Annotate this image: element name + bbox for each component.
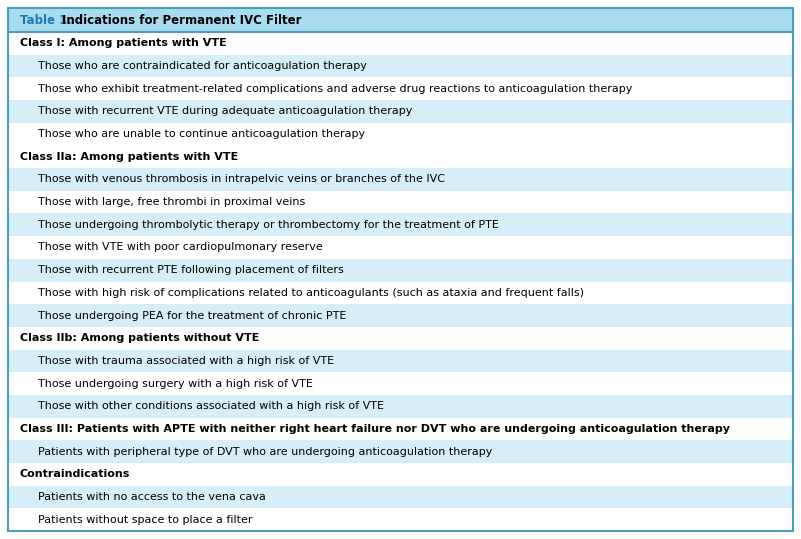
Text: Those with VTE with poor cardiopulmonary reserve: Those with VTE with poor cardiopulmonary… [38,243,323,252]
Bar [8,418,793,440]
Bar [8,168,793,191]
Bar [8,281,793,304]
Bar [8,146,793,168]
Bar [8,100,793,123]
Bar [8,54,793,78]
Text: Patients with no access to the vena cava: Patients with no access to the vena cava [38,492,266,502]
Bar [8,259,793,281]
Text: Those with other conditions associated with a high risk of VTE: Those with other conditions associated w… [38,401,384,411]
Bar [8,440,793,463]
Bar [8,327,793,350]
Text: Those who are unable to continue anticoagulation therapy: Those who are unable to continue anticoa… [38,129,365,139]
Bar [8,304,793,327]
Text: Class III: Patients with APTE with neither right heart failure nor DVT who are u: Class III: Patients with APTE with neith… [20,424,730,434]
Text: Those who exhibit treatment-related complications and adverse drug reactions to : Those who exhibit treatment-related comp… [38,84,632,94]
Text: Those undergoing surgery with a high risk of VTE: Those undergoing surgery with a high ris… [38,378,313,389]
Text: Class I: Among patients with VTE: Class I: Among patients with VTE [20,38,227,49]
Text: Those who are contraindicated for anticoagulation therapy: Those who are contraindicated for antico… [38,61,367,71]
Text: Those with high risk of complications related to anticoagulants (such as ataxia : Those with high risk of complications re… [38,288,584,298]
Text: Those with venous thrombosis in intrapelvic veins or branches of the IVC: Those with venous thrombosis in intrapel… [38,175,445,184]
Bar [8,395,793,418]
Text: Those with recurrent PTE following placement of filters: Those with recurrent PTE following place… [38,265,344,275]
Text: Those with recurrent VTE during adequate anticoagulation therapy: Those with recurrent VTE during adequate… [38,106,413,116]
Text: Class IIa: Among patients with VTE: Class IIa: Among patients with VTE [20,152,238,162]
Text: Class IIb: Among patients without VTE: Class IIb: Among patients without VTE [20,333,260,343]
Bar [8,191,793,213]
Bar [8,486,793,508]
Bar [8,236,793,259]
Bar [8,508,793,531]
Bar [8,32,793,54]
Bar [8,350,793,372]
Bar [8,123,793,146]
Text: Those undergoing PEA for the treatment of chronic PTE: Those undergoing PEA for the treatment o… [38,310,346,321]
Text: Those with trauma associated with a high risk of VTE: Those with trauma associated with a high… [38,356,334,366]
Bar [8,372,793,395]
Bar [8,78,793,100]
Text: Contraindications: Contraindications [20,469,131,479]
Text: Those with large, free thrombi in proximal veins: Those with large, free thrombi in proxim… [38,197,305,207]
Bar [8,8,793,32]
Text: Table 1.: Table 1. [20,13,72,26]
Bar [8,463,793,486]
Text: Patients without space to place a filter: Patients without space to place a filter [38,515,252,524]
Bar [8,213,793,236]
Text: Those undergoing thrombolytic therapy or thrombectomy for the treatment of PTE: Those undergoing thrombolytic therapy or… [38,220,499,230]
Text: Patients with peripheral type of DVT who are undergoing anticoagulation therapy: Patients with peripheral type of DVT who… [38,447,493,457]
Text: Indications for Permanent IVC Filter: Indications for Permanent IVC Filter [62,13,301,26]
